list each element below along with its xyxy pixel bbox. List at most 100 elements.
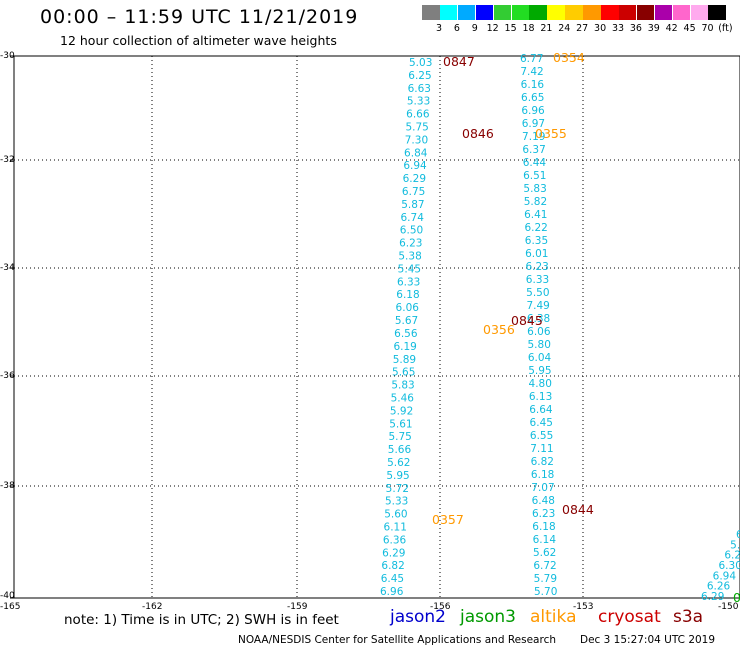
wave-value-right-track: 6.96 (521, 105, 545, 117)
wave-value-left-track: 5.66 (388, 444, 412, 456)
wave-value-right-track: 5.70 (534, 586, 557, 598)
scale-swatch (422, 5, 440, 20)
wave-value-left-track: 5.62 (387, 457, 410, 469)
lon-label-156: -156 (430, 602, 451, 612)
credit-text: NOAA/NESDIS Center for Satellite Applica… (238, 634, 556, 646)
scale-label: 30 (594, 23, 607, 34)
wave-value-right-track: 5.83 (523, 183, 546, 195)
wave-value-left-track: 5.75 (388, 431, 411, 443)
wave-value-left-track: 6.29 (382, 547, 405, 559)
wave-value-left-track: 5.38 (398, 251, 421, 263)
scale-swatch (475, 5, 494, 20)
scale-label: 24 (558, 23, 571, 34)
wave-tracks: 5.036.256.635.336.665.757.306.846.946.29… (380, 50, 740, 605)
lon-label-162: -162 (142, 602, 163, 612)
scale-swatch (690, 5, 708, 20)
lat-label-38: -38 (0, 481, 15, 491)
wave-value-left-track: 5.65 (392, 367, 415, 379)
wave-value-right-track: 6.14 (533, 534, 557, 546)
wave-value-right-track: 6.23 (532, 508, 555, 520)
legend-jason3: jason3 (460, 607, 516, 627)
wave-value-left-track: 6.45 (381, 573, 404, 585)
wave-value-left-track: 6.23 (399, 238, 422, 250)
wave-value-left-track: 5.92 (390, 405, 413, 417)
lat-label-34: -34 (0, 263, 15, 273)
scale-swatch (511, 5, 529, 20)
page-subtitle: 12 hour collection of altimeter wave hei… (60, 33, 337, 48)
scale-swatch (547, 5, 565, 20)
scale-label: 36 (629, 23, 642, 34)
time-label-0354: 0354 (553, 50, 585, 65)
grid-lines (10, 55, 740, 599)
wave-value-right-track: 6.82 (531, 456, 554, 468)
wave-value-left-track: 6.18 (396, 289, 419, 301)
wave-value-right-track: 7.49 (526, 300, 549, 312)
wave-value-right-track: 6.23 (525, 261, 548, 273)
wave-value-left-track: 6.50 (400, 225, 423, 237)
scale-label: 6 (453, 23, 460, 34)
wave-value-right-track: 6.51 (523, 170, 546, 182)
wave-value-right-track: 6.41 (524, 209, 547, 221)
wave-value-left-track: 6.06 (396, 302, 420, 314)
scale-swatch (654, 5, 673, 20)
lon-label-159: -159 (287, 602, 308, 612)
wave-value-right-track: 5.79 (534, 573, 557, 585)
lon-label-153: -153 (573, 602, 594, 612)
wave-value-left-track: 5.46 (391, 392, 415, 404)
wave-value-left-track: 6.56 (394, 328, 418, 340)
wave-value-left-track: 6.82 (381, 560, 404, 572)
wave-value-right-track: 7.19 (522, 131, 545, 143)
scale-label: 21 (540, 23, 553, 34)
scale-label: 12 (486, 23, 499, 34)
scale-swatch (457, 5, 476, 20)
footer-note: note: 1) Time is in UTC; 2) SWH is in fe… (64, 612, 339, 628)
scale-label: 42 (665, 23, 678, 34)
wave-value-left-track: 5.33 (407, 96, 430, 108)
wave-value-left-track: 5.87 (401, 199, 424, 211)
wave-value-right-track: 7.42 (520, 66, 543, 78)
wave-value-left-track: 5.89 (393, 354, 416, 366)
wave-value-left-track: 6.19 (393, 341, 416, 353)
wave-value-left-track: 6.33 (397, 276, 420, 288)
scale-label: 15 (504, 23, 517, 34)
wave-value-right-track: 7.07 (531, 482, 554, 494)
wave-value-right-track: 6.77 (520, 53, 543, 65)
wave-value-far-right-track: 5. (730, 539, 740, 551)
wave-value-right-track: 6.35 (525, 235, 548, 247)
wave-value-right-track: 6.72 (533, 560, 556, 572)
scale-label: 27 (576, 23, 589, 34)
scale-swatch (618, 5, 637, 20)
wave-value-left-track: 5.83 (391, 380, 414, 392)
wave-value-right-track: 6.06 (527, 326, 551, 338)
wave-value-right-track: 6.38 (527, 313, 550, 325)
time-label-0847: 0847 (443, 54, 475, 69)
wave-value-far-right-track: 6 (736, 529, 740, 541)
wave-value-far-right-track: 6.26 (707, 581, 731, 593)
wave-value-right-track: 6.55 (530, 430, 553, 442)
wave-value-right-track: 6.16 (521, 79, 545, 91)
wave-value-right-track: 6.65 (521, 92, 544, 104)
wave-value-left-track: 6.96 (380, 586, 404, 598)
scale-label: (ft) (718, 23, 733, 34)
scale-label: 9 (471, 23, 478, 34)
wave-value-left-track: 5.67 (395, 315, 418, 327)
wave-value-right-track: 6.45 (530, 417, 553, 429)
time-label-s3a-partial: 0 (733, 590, 740, 605)
scale-label: 33 (611, 23, 625, 34)
wave-value-right-track: 5.50 (526, 287, 549, 299)
wave-value-right-track: 6.33 (526, 274, 549, 286)
wave-value-left-track: 6.36 (383, 534, 407, 546)
wave-value-right-track: 5.95 (528, 365, 551, 377)
scale-label: 70 (701, 23, 714, 34)
wave-value-left-track: 5.61 (389, 418, 412, 430)
scale-label: 39 (647, 23, 660, 34)
scale-swatch (636, 5, 655, 20)
timestamp: Dec 3 15:27:04 UTC 2019 (580, 634, 716, 646)
wave-value-left-track: 6.94 (403, 160, 427, 172)
wave-value-right-track: 6.13 (529, 391, 552, 403)
wave-value-right-track: 5.80 (528, 339, 551, 351)
wave-value-left-track: 5.95 (386, 470, 409, 482)
wave-value-left-track: 6.11 (384, 521, 407, 533)
wave-value-far-right-track: 6.29 (701, 591, 724, 603)
legend-altika: altika (530, 607, 577, 627)
